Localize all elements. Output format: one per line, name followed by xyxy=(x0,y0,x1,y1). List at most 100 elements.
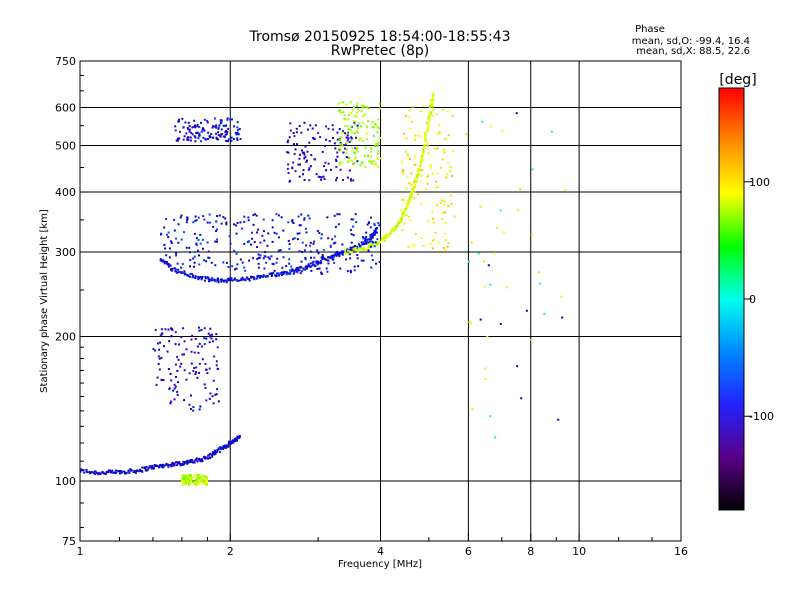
echo-point xyxy=(353,120,356,123)
echo-point xyxy=(203,337,206,340)
echo-point xyxy=(431,210,434,213)
echo-point xyxy=(259,254,262,257)
echo-point xyxy=(164,247,167,250)
echo-point xyxy=(177,358,180,361)
echo-point xyxy=(293,153,296,156)
echo-point xyxy=(219,451,222,454)
echo-point xyxy=(139,469,142,472)
echo-point xyxy=(175,139,178,142)
echo-point xyxy=(336,250,339,253)
echo-point xyxy=(346,139,349,142)
echo-point xyxy=(261,275,264,278)
echo-point xyxy=(92,471,95,474)
echo-point xyxy=(236,129,239,132)
echo-point xyxy=(499,322,502,325)
echo-point xyxy=(429,110,432,113)
echo-point xyxy=(156,376,159,379)
echo-point xyxy=(319,259,322,262)
echo-point xyxy=(303,218,306,221)
echo-point xyxy=(207,457,210,460)
echo-point xyxy=(348,140,351,143)
echo-point xyxy=(211,333,214,336)
echo-point xyxy=(219,135,222,138)
echo-point xyxy=(208,257,211,260)
echo-point xyxy=(422,148,425,151)
echo-point xyxy=(427,174,430,177)
echo-point xyxy=(431,103,434,106)
echo-point xyxy=(335,253,338,256)
echo-point xyxy=(191,334,194,337)
echo-point xyxy=(292,222,295,225)
echo-point xyxy=(217,133,220,136)
echo-point xyxy=(352,245,355,248)
echo-point xyxy=(370,245,373,248)
echo-point xyxy=(239,221,242,224)
echo-point xyxy=(186,459,189,462)
echo-point xyxy=(419,202,422,205)
echo-point xyxy=(446,110,449,113)
echo-point xyxy=(377,241,380,244)
echo-point xyxy=(484,367,487,370)
echo-point xyxy=(120,470,123,473)
echo-point xyxy=(303,249,306,252)
echo-point xyxy=(205,399,208,402)
echo-point xyxy=(118,472,121,475)
echo-point xyxy=(235,267,238,270)
echo-point xyxy=(195,458,198,461)
echo-point xyxy=(86,471,89,474)
echo-point xyxy=(413,197,416,200)
echo-point xyxy=(357,108,360,111)
echo-point xyxy=(208,341,211,344)
echo-point xyxy=(267,256,270,259)
echo-point xyxy=(317,175,320,178)
echo-point xyxy=(224,217,227,220)
echo-point xyxy=(429,112,432,115)
echo-point xyxy=(427,219,430,222)
echo-point xyxy=(199,276,202,279)
echo-point xyxy=(196,123,199,126)
echo-point xyxy=(169,264,172,267)
echo-point xyxy=(171,267,174,270)
echo-point xyxy=(193,261,196,264)
echo-point xyxy=(277,272,280,275)
echo-point xyxy=(291,220,294,223)
echo-point xyxy=(496,226,499,229)
echo-point xyxy=(264,250,267,253)
echo-point xyxy=(188,372,191,375)
echo-point xyxy=(218,124,221,127)
echo-point xyxy=(300,266,303,269)
echo-point xyxy=(155,464,158,467)
echo-point xyxy=(285,271,288,274)
echo-point xyxy=(165,260,168,263)
echo-point xyxy=(345,252,348,255)
echo-point xyxy=(109,469,112,472)
echo-point xyxy=(401,171,404,174)
echo-point xyxy=(375,163,378,166)
echo-point xyxy=(294,169,297,172)
echo-point xyxy=(286,151,289,154)
echo-point xyxy=(288,180,291,183)
echo-point xyxy=(275,213,278,216)
x-tick-label: 6 xyxy=(465,545,472,558)
echo-point xyxy=(178,343,181,346)
echo-point xyxy=(256,257,259,260)
echo-point xyxy=(195,242,198,245)
echo-point xyxy=(365,138,368,141)
echo-point xyxy=(424,135,427,138)
echo-point xyxy=(168,247,171,250)
echo-point xyxy=(349,250,352,253)
echo-point xyxy=(422,105,425,108)
echo-point xyxy=(163,260,166,263)
echo-point xyxy=(337,223,340,226)
echo-point xyxy=(205,368,208,371)
echo-point xyxy=(323,144,326,147)
echo-point xyxy=(186,462,189,465)
echo-point xyxy=(412,185,415,188)
echo-point xyxy=(373,126,376,129)
echo-point xyxy=(201,127,204,130)
echo-point xyxy=(213,278,216,281)
echo-point xyxy=(198,132,201,135)
echo-point xyxy=(374,231,377,234)
echo-point xyxy=(321,256,324,259)
echo-point xyxy=(309,250,312,253)
